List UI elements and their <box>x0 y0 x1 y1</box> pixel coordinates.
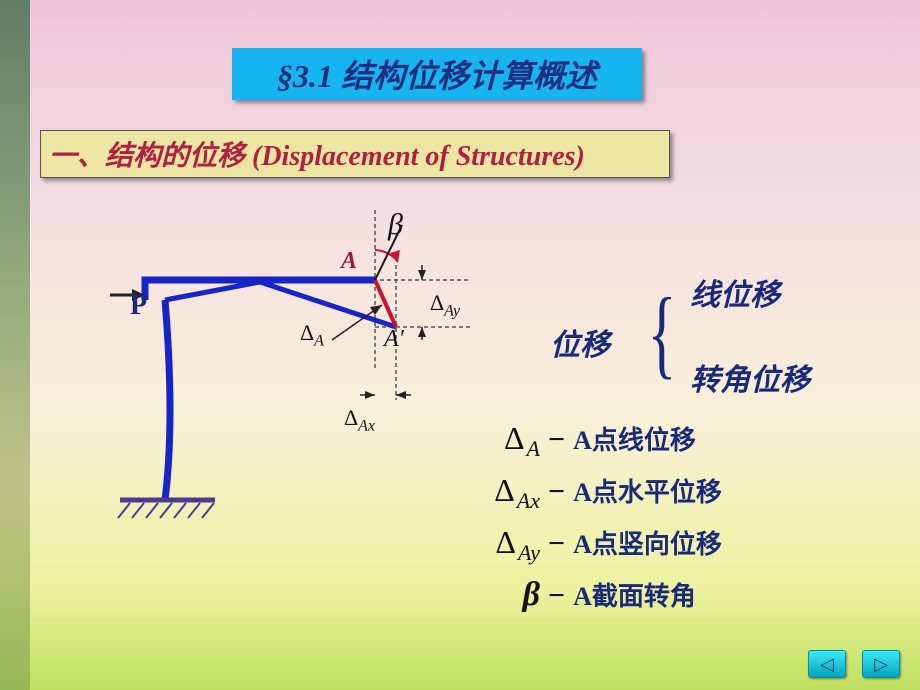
nav-buttons: ◁ ▷ <box>808 650 900 678</box>
point-a-label: A <box>341 248 357 275</box>
prev-icon: ◁ <box>820 654 834 675</box>
legend-symbol-delta-ax: ΔAx <box>450 472 540 514</box>
legend-dash: − <box>540 423 573 457</box>
legend-symbol-delta-ay: ΔAy <box>450 524 540 566</box>
legend-dash: − <box>540 527 573 561</box>
legend-dash: − <box>540 579 573 613</box>
legend-text-delta-a: A点线位移 <box>573 420 696 457</box>
linear-displacement-label: 线位移 <box>690 270 780 314</box>
legend-row: ΔAx − A点水平位移 <box>450 472 722 514</box>
section-title: §3.1 结构位移计算概述 <box>232 48 642 100</box>
delta-ax-label: ΔAx <box>344 405 375 435</box>
legend-symbol-beta: β <box>450 576 540 614</box>
next-icon: ▷ <box>874 654 888 675</box>
legend-text-delta-ay: A点竖向位移 <box>573 524 722 561</box>
symbol-legend: ΔA − A点线位移 ΔAx − A点水平位移 ΔAy − A点竖向位移 β −… <box>450 420 722 628</box>
prev-button[interactable]: ◁ <box>808 650 846 678</box>
subsection-title: 一、结构的位移 (Displacement of Structures) <box>40 130 670 178</box>
delta-ay-label: ΔAy <box>430 290 460 320</box>
delta-a-label: ΔA <box>300 320 324 350</box>
brace-icon: { <box>648 275 677 390</box>
beta-angle-label: β <box>388 208 403 242</box>
legend-row: ΔAy − A点竖向位移 <box>450 524 722 566</box>
next-button[interactable]: ▷ <box>862 650 900 678</box>
subsection-title-text: 一、结构的位移 (Displacement of Structures) <box>49 134 585 174</box>
legend-row: β − A截面转角 <box>450 576 722 618</box>
section-title-text: §3.1 结构位移计算概述 <box>277 51 597 97</box>
legend-text-delta-ax: A点水平位移 <box>573 472 722 509</box>
left-accent-band <box>0 0 30 690</box>
displacement-classification: 位移 { 线位移 转角位移 <box>550 270 910 400</box>
legend-row: ΔA − A点线位移 <box>450 420 722 462</box>
angular-displacement-label: 转角位移 <box>690 355 810 399</box>
disp-label: 位移 <box>550 320 610 364</box>
point-a-prime-label: A′ <box>384 326 404 353</box>
legend-text-beta: A截面转角 <box>573 576 696 613</box>
legend-symbol-delta-a: ΔA <box>450 420 540 462</box>
load-p-label: P <box>130 290 147 322</box>
legend-dash: − <box>540 475 573 509</box>
